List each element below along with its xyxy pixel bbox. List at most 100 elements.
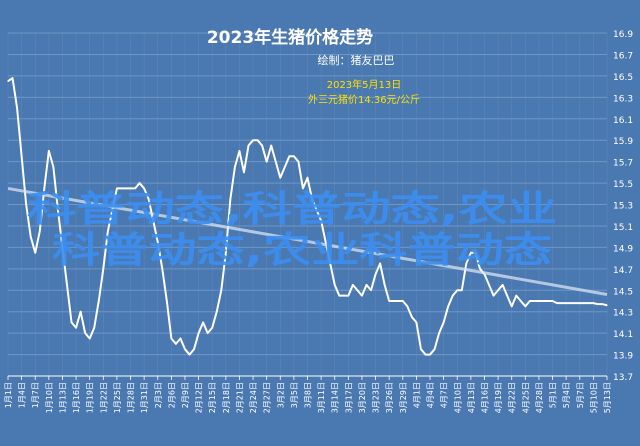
x-tick-label: 5月13日 [603,382,612,413]
price-point [193,348,195,350]
trend-line [7,186,608,297]
price-point [30,236,32,238]
x-tick-label: 3月23日 [372,382,381,413]
price-point [343,295,345,297]
price-point [202,321,204,324]
price-point [384,284,386,286]
x-tick-label: 3月29日 [399,382,408,413]
price-point [361,295,363,297]
price-point [98,300,100,302]
price-point [529,300,531,302]
price-point [438,332,440,334]
price-point [306,177,309,179]
price-point [379,262,381,265]
x-tick-label: 2月18日 [222,382,231,413]
price-point [538,300,540,302]
price-point [393,300,395,302]
price-point [456,289,458,291]
price-point [84,332,86,334]
x-tick-label: 1月19日 [86,382,95,413]
price-point [247,144,250,147]
x-axis-tick-labels: 1月1日 1月4日 1月7日 1月10日 1月13日 1月16日 1月19日 1月22日 1月2… [4,376,612,413]
price-point [70,321,73,324]
x-tick-label: 2月15日 [208,382,217,413]
price-point [511,305,513,307]
price-point [583,302,585,304]
price-point [470,252,472,254]
price-point [297,161,300,163]
x-tick-label: 2月24日 [249,382,258,413]
x-tick-label: 4月10日 [453,382,462,413]
price-point [80,311,82,313]
price-point [388,300,390,302]
price-point [243,171,245,173]
price-point [75,327,77,329]
price-point [433,348,436,350]
price-point [597,303,599,305]
y-tick-label: 14.5 [613,287,633,297]
price-point [325,241,327,243]
price-point [556,302,558,304]
price-point [347,295,349,297]
x-tick-label: 1月7日 [31,382,40,408]
x-tick-label: 1月25日 [113,382,122,413]
x-tick-label: 5月10日 [589,382,598,413]
price-point [261,144,263,147]
price-point [120,187,123,190]
x-tick-label: 2月27日 [263,382,272,413]
price-point [579,302,581,304]
y-tick-label: 15.5 [613,180,633,190]
price-point [266,161,268,163]
price-point [320,219,322,222]
price-point [184,348,186,350]
price-point [502,284,504,286]
price-point [21,155,23,157]
price-point [561,302,563,304]
y-tick-label: 15.9 [613,137,633,147]
price-point [547,300,549,302]
x-tick-label: 3月17日 [344,382,353,413]
x-tick-label: 2月21日 [235,382,244,413]
x-tick-label: 2月9日 [181,382,190,408]
price-point [365,284,368,286]
price-point [402,300,404,302]
price-point [34,252,36,254]
y-tick-label: 16.1 [613,116,633,126]
price-point [520,300,522,302]
price-point [161,268,163,270]
price-point [52,166,54,168]
price-point [216,311,218,313]
price-point [370,289,372,291]
price-point [275,161,277,163]
x-tick-label: 4月16日 [480,382,489,413]
price-point [102,268,104,270]
price-point [533,300,535,302]
watermark-line-1: 科普动态,科普动态,农业 [27,189,557,230]
price-point [284,166,286,168]
chart-subtitle: 绘制：猪友巴巴 [318,53,395,67]
x-tick-label: 3月2日 [276,382,285,408]
price-point [107,230,109,232]
y-tick-label: 15.3 [613,202,633,212]
price-point [406,305,408,307]
price-point [465,262,467,265]
x-tick-label: 1月10日 [45,382,54,413]
x-tick-label: 5月4日 [562,382,571,408]
x-tick-label: 1月31日 [140,382,149,413]
x-tick-label: 4月25日 [521,382,530,413]
x-tick-label: 4月1日 [412,382,421,408]
grid [7,32,608,377]
x-tick-label: 5月7日 [576,382,585,408]
price-point [270,144,272,147]
y-tick-label: 16.9 [613,30,633,40]
price-point [302,187,304,190]
x-tick-label: 3月26日 [385,382,394,413]
x-tick-label: 2月6日 [167,382,176,408]
price-point [57,209,59,211]
y-tick-label: 14.3 [613,309,633,319]
price-point [170,337,172,340]
price-point [188,353,191,356]
price-point [279,177,281,179]
price-point [93,327,95,329]
